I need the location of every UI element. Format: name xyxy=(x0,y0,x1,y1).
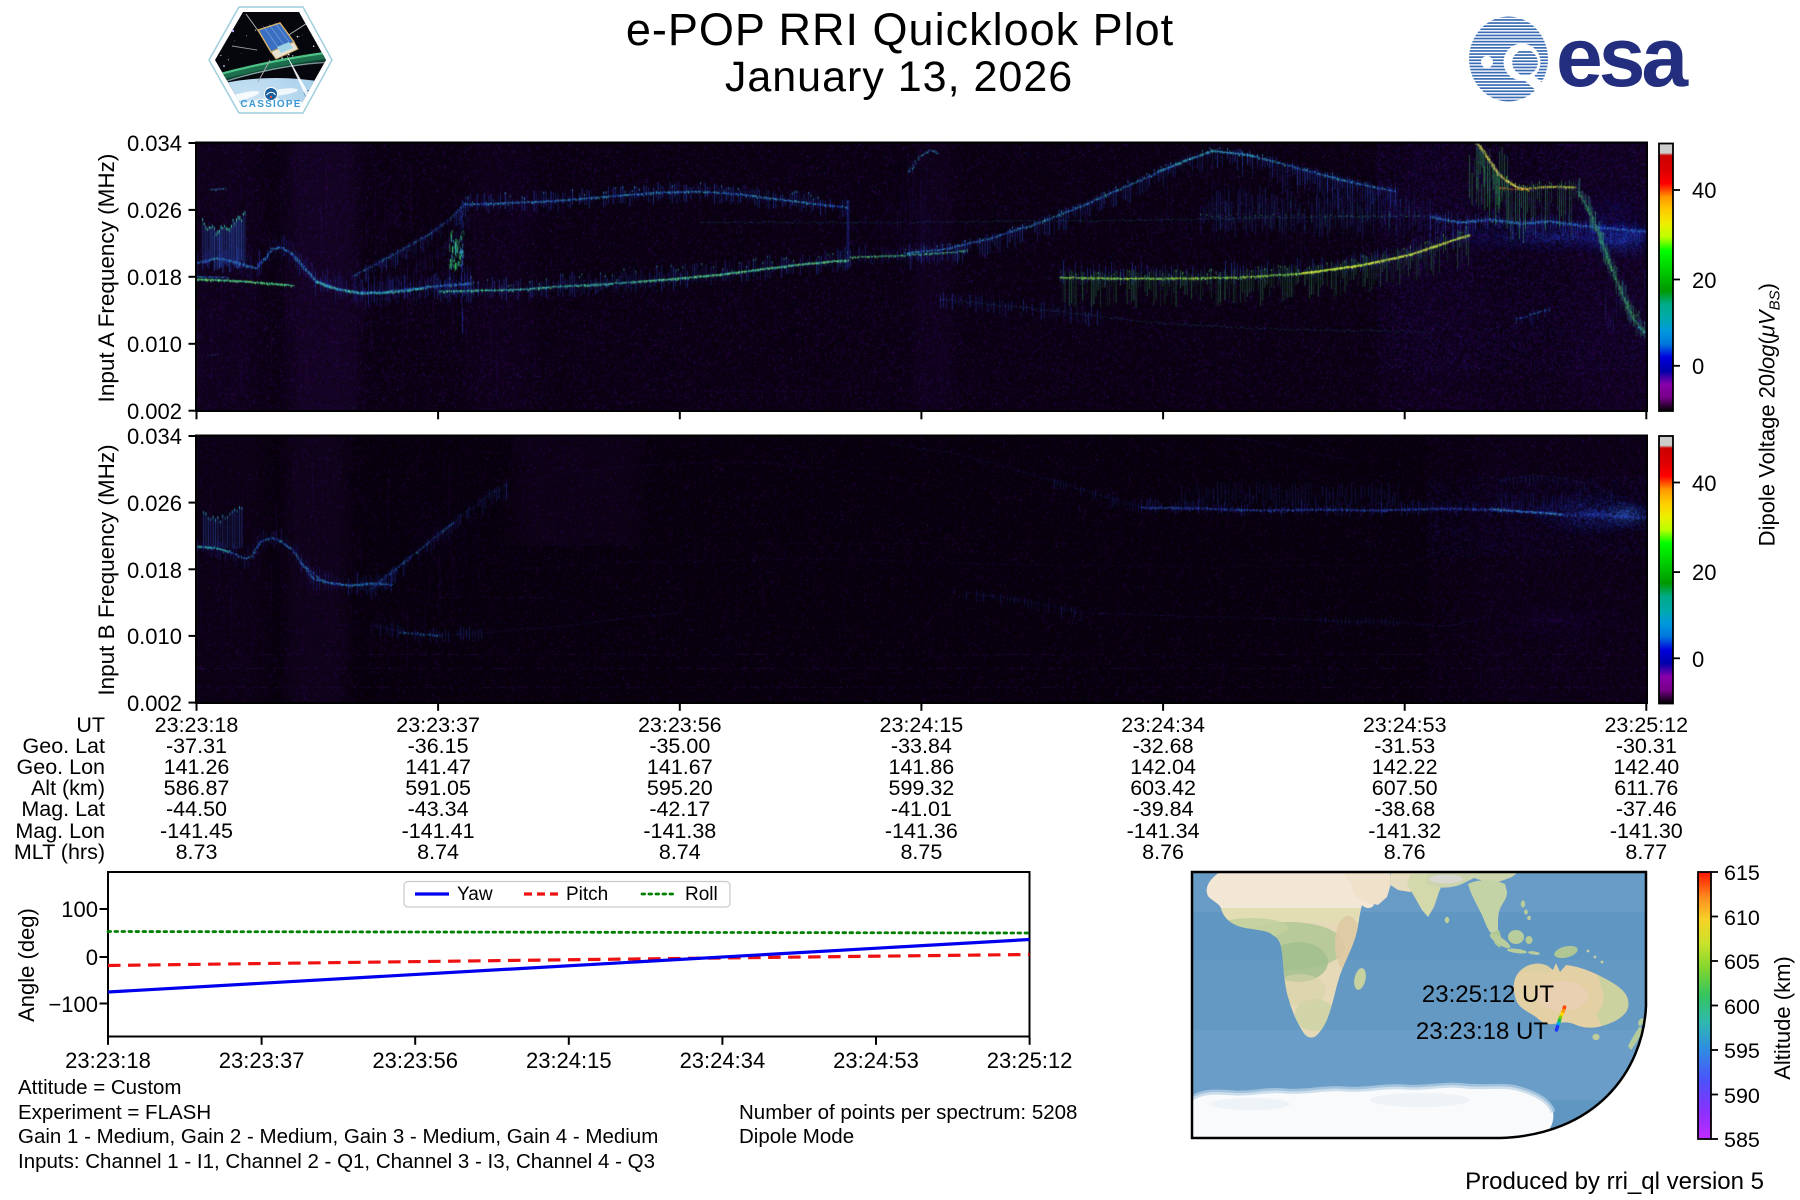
svg-text:esa: esa xyxy=(1556,10,1689,104)
svg-text:CASSIOPE: CASSIOPE xyxy=(240,99,301,110)
